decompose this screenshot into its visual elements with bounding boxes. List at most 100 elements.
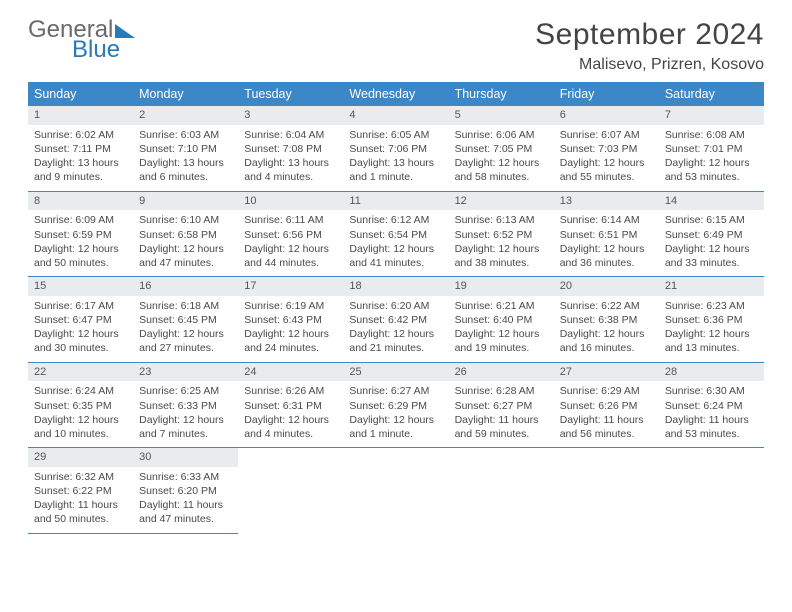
calendar-week: 1Sunrise: 6:02 AMSunset: 7:11 PMDaylight… bbox=[28, 106, 764, 192]
day-number: 9 bbox=[133, 192, 238, 211]
daylight-text-1: Daylight: 12 hours bbox=[139, 413, 232, 427]
calendar-cell: 2Sunrise: 6:03 AMSunset: 7:10 PMDaylight… bbox=[133, 106, 238, 191]
calendar-cell: 20Sunrise: 6:22 AMSunset: 6:38 PMDayligh… bbox=[554, 277, 659, 362]
sunrise-text: Sunrise: 6:12 AM bbox=[349, 213, 442, 227]
daylight-text-2: and 27 minutes. bbox=[139, 341, 232, 355]
sunrise-text: Sunrise: 6:07 AM bbox=[560, 128, 653, 142]
calendar-cell: 6Sunrise: 6:07 AMSunset: 7:03 PMDaylight… bbox=[554, 106, 659, 191]
calendar-cell: 9Sunrise: 6:10 AMSunset: 6:58 PMDaylight… bbox=[133, 192, 238, 277]
calendar-cell: 5Sunrise: 6:06 AMSunset: 7:05 PMDaylight… bbox=[449, 106, 554, 191]
calendar-week: 22Sunrise: 6:24 AMSunset: 6:35 PMDayligh… bbox=[28, 363, 764, 449]
daylight-text-1: Daylight: 12 hours bbox=[455, 242, 548, 256]
sunset-text: Sunset: 6:38 PM bbox=[560, 313, 653, 327]
day-header-fri: Friday bbox=[554, 82, 659, 106]
sunset-text: Sunset: 6:56 PM bbox=[244, 228, 337, 242]
day-body: Sunrise: 6:20 AMSunset: 6:42 PMDaylight:… bbox=[343, 296, 448, 362]
daylight-text-1: Daylight: 12 hours bbox=[665, 156, 758, 170]
sunrise-text: Sunrise: 6:17 AM bbox=[34, 299, 127, 313]
sunset-text: Sunset: 6:54 PM bbox=[349, 228, 442, 242]
day-header-sat: Saturday bbox=[659, 82, 764, 106]
sunrise-text: Sunrise: 6:04 AM bbox=[244, 128, 337, 142]
daylight-text-1: Daylight: 12 hours bbox=[455, 327, 548, 341]
sunrise-text: Sunrise: 6:03 AM bbox=[139, 128, 232, 142]
sunset-text: Sunset: 6:24 PM bbox=[665, 399, 758, 413]
sunset-text: Sunset: 6:49 PM bbox=[665, 228, 758, 242]
day-header-wed: Wednesday bbox=[343, 82, 448, 106]
daylight-text-1: Daylight: 12 hours bbox=[349, 327, 442, 341]
calendar-cell: 22Sunrise: 6:24 AMSunset: 6:35 PMDayligh… bbox=[28, 363, 133, 448]
sunrise-text: Sunrise: 6:20 AM bbox=[349, 299, 442, 313]
daylight-text-1: Daylight: 11 hours bbox=[139, 498, 232, 512]
daylight-text-2: and 1 minute. bbox=[349, 170, 442, 184]
daylight-text-2: and 58 minutes. bbox=[455, 170, 548, 184]
calendar-cell bbox=[238, 448, 343, 534]
calendar-cell: 21Sunrise: 6:23 AMSunset: 6:36 PMDayligh… bbox=[659, 277, 764, 362]
calendar-cell: 17Sunrise: 6:19 AMSunset: 6:43 PMDayligh… bbox=[238, 277, 343, 362]
sunrise-text: Sunrise: 6:30 AM bbox=[665, 384, 758, 398]
sunset-text: Sunset: 6:29 PM bbox=[349, 399, 442, 413]
day-number: 26 bbox=[449, 363, 554, 382]
sunrise-text: Sunrise: 6:10 AM bbox=[139, 213, 232, 227]
sunset-text: Sunset: 6:58 PM bbox=[139, 228, 232, 242]
sunrise-text: Sunrise: 6:09 AM bbox=[34, 213, 127, 227]
daylight-text-1: Daylight: 13 hours bbox=[34, 156, 127, 170]
day-body: Sunrise: 6:21 AMSunset: 6:40 PMDaylight:… bbox=[449, 296, 554, 362]
logo: General Blue bbox=[28, 18, 135, 62]
sunset-text: Sunset: 6:31 PM bbox=[244, 399, 337, 413]
sunrise-text: Sunrise: 6:33 AM bbox=[139, 470, 232, 484]
sunset-text: Sunset: 6:43 PM bbox=[244, 313, 337, 327]
daylight-text-2: and 36 minutes. bbox=[560, 256, 653, 270]
day-body: Sunrise: 6:14 AMSunset: 6:51 PMDaylight:… bbox=[554, 210, 659, 276]
day-number: 1 bbox=[28, 106, 133, 125]
day-number: 11 bbox=[343, 192, 448, 211]
day-number: 6 bbox=[554, 106, 659, 125]
daylight-text-2: and 47 minutes. bbox=[139, 512, 232, 526]
daylight-text-1: Daylight: 11 hours bbox=[34, 498, 127, 512]
title-block: September 2024 Malisevo, Prizren, Kosovo bbox=[535, 18, 764, 74]
sunrise-text: Sunrise: 6:14 AM bbox=[560, 213, 653, 227]
daylight-text-2: and 21 minutes. bbox=[349, 341, 442, 355]
daylight-text-1: Daylight: 12 hours bbox=[665, 327, 758, 341]
day-body: Sunrise: 6:11 AMSunset: 6:56 PMDaylight:… bbox=[238, 210, 343, 276]
day-number: 18 bbox=[343, 277, 448, 296]
calendar-cell: 16Sunrise: 6:18 AMSunset: 6:45 PMDayligh… bbox=[133, 277, 238, 362]
calendar-cell: 18Sunrise: 6:20 AMSunset: 6:42 PMDayligh… bbox=[343, 277, 448, 362]
day-body: Sunrise: 6:15 AMSunset: 6:49 PMDaylight:… bbox=[659, 210, 764, 276]
sunrise-text: Sunrise: 6:29 AM bbox=[560, 384, 653, 398]
sunrise-text: Sunrise: 6:27 AM bbox=[349, 384, 442, 398]
daylight-text-1: Daylight: 12 hours bbox=[560, 327, 653, 341]
day-body: Sunrise: 6:08 AMSunset: 7:01 PMDaylight:… bbox=[659, 125, 764, 191]
calendar-week: 29Sunrise: 6:32 AMSunset: 6:22 PMDayligh… bbox=[28, 448, 764, 534]
sunrise-text: Sunrise: 6:25 AM bbox=[139, 384, 232, 398]
sunset-text: Sunset: 7:05 PM bbox=[455, 142, 548, 156]
calendar-cell: 23Sunrise: 6:25 AMSunset: 6:33 PMDayligh… bbox=[133, 363, 238, 448]
sunset-text: Sunset: 6:47 PM bbox=[34, 313, 127, 327]
daylight-text-1: Daylight: 12 hours bbox=[34, 242, 127, 256]
day-number: 21 bbox=[659, 277, 764, 296]
sunset-text: Sunset: 6:22 PM bbox=[34, 484, 127, 498]
day-number: 17 bbox=[238, 277, 343, 296]
calendar-cell bbox=[554, 448, 659, 534]
day-body: Sunrise: 6:27 AMSunset: 6:29 PMDaylight:… bbox=[343, 381, 448, 447]
day-body: Sunrise: 6:10 AMSunset: 6:58 PMDaylight:… bbox=[133, 210, 238, 276]
sunrise-text: Sunrise: 6:23 AM bbox=[665, 299, 758, 313]
sunrise-text: Sunrise: 6:05 AM bbox=[349, 128, 442, 142]
calendar-cell bbox=[343, 448, 448, 534]
daylight-text-2: and 4 minutes. bbox=[244, 170, 337, 184]
day-number: 5 bbox=[449, 106, 554, 125]
day-header-thu: Thursday bbox=[449, 82, 554, 106]
daylight-text-1: Daylight: 12 hours bbox=[665, 242, 758, 256]
calendar-week: 8Sunrise: 6:09 AMSunset: 6:59 PMDaylight… bbox=[28, 192, 764, 278]
sunset-text: Sunset: 6:45 PM bbox=[139, 313, 232, 327]
daylight-text-2: and 30 minutes. bbox=[34, 341, 127, 355]
day-header-sun: Sunday bbox=[28, 82, 133, 106]
day-number: 24 bbox=[238, 363, 343, 382]
logo-word-2: Blue bbox=[72, 38, 135, 62]
calendar: Sunday Monday Tuesday Wednesday Thursday… bbox=[28, 82, 764, 534]
daylight-text-1: Daylight: 11 hours bbox=[455, 413, 548, 427]
sunset-text: Sunset: 6:52 PM bbox=[455, 228, 548, 242]
day-body: Sunrise: 6:29 AMSunset: 6:26 PMDaylight:… bbox=[554, 381, 659, 447]
day-number: 29 bbox=[28, 448, 133, 467]
sunset-text: Sunset: 7:01 PM bbox=[665, 142, 758, 156]
calendar-cell: 4Sunrise: 6:05 AMSunset: 7:06 PMDaylight… bbox=[343, 106, 448, 191]
